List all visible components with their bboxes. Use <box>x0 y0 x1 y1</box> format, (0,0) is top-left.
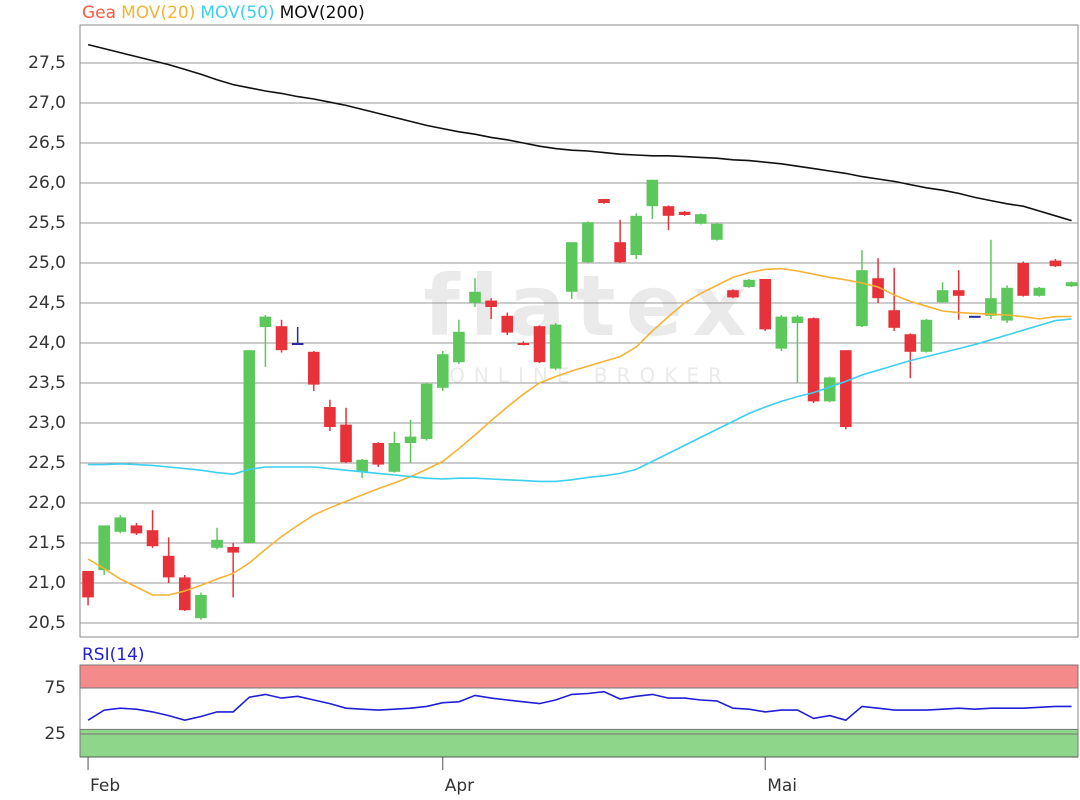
x-tick-label: Apr <box>445 776 474 796</box>
candle-body <box>614 242 626 263</box>
candle-body <box>807 318 820 402</box>
candle-body <box>195 595 207 619</box>
x-tick-label: Feb <box>90 776 120 796</box>
candle-body <box>598 199 610 203</box>
candle-body <box>840 350 852 427</box>
candle-body <box>920 319 933 352</box>
y-tick-label: 20,5 <box>28 613 66 633</box>
candle-body <box>453 331 465 363</box>
legend-entry: MOV(50) <box>200 3 274 23</box>
panel-label: RSI(14) <box>82 645 145 665</box>
y-tick-label: 23,0 <box>28 413 66 433</box>
series-line <box>87 267 1072 596</box>
y-tick-label: 25,0 <box>28 253 66 273</box>
candle-body <box>904 334 917 352</box>
candle-body <box>582 222 594 263</box>
candle-body <box>872 278 884 299</box>
candle-body <box>485 300 497 307</box>
candle-body <box>307 351 320 385</box>
legend-entry: MOV(20) <box>121 3 195 23</box>
candle-body <box>759 279 772 330</box>
candle-body <box>146 530 159 547</box>
candle-body <box>388 443 401 472</box>
y-tick-label: 75 <box>44 678 66 698</box>
y-tick-label: 26,5 <box>28 133 66 153</box>
candle-body <box>533 326 546 363</box>
candle-body <box>114 517 127 532</box>
candle-body <box>775 316 788 349</box>
y-tick-label: 25,5 <box>28 213 66 233</box>
y-tick-label: 24,0 <box>28 333 66 353</box>
series-line <box>87 43 1072 222</box>
candle-body <box>694 214 707 224</box>
y-tick-label: 27,5 <box>28 53 66 73</box>
candle-body <box>291 343 304 345</box>
candle-body <box>985 298 997 316</box>
candle-body <box>565 242 578 292</box>
candle-body <box>469 291 481 303</box>
candle-body <box>646 179 659 207</box>
candle-body <box>259 316 272 327</box>
candle-body <box>1049 260 1062 267</box>
candle-body <box>727 290 739 298</box>
legend-entry: MOV(200) <box>280 3 365 23</box>
y-tick-label: 23,5 <box>28 373 66 393</box>
candle-body <box>404 436 417 443</box>
series-line <box>87 690 1072 722</box>
candle-body <box>501 315 514 333</box>
y-tick-label: 21,0 <box>28 573 66 593</box>
candle-body <box>324 407 336 427</box>
candle-body <box>517 343 530 345</box>
candle-body <box>823 377 836 402</box>
candle-body <box>791 316 804 323</box>
candle-body <box>227 547 239 553</box>
candle-body <box>356 459 368 472</box>
candle-body <box>969 315 981 318</box>
y-tick-label: 25 <box>44 724 66 744</box>
watermark-logo: flatex <box>423 257 756 355</box>
candle-body <box>243 350 256 543</box>
y-tick-label: 24,5 <box>28 293 66 313</box>
watermark-tagline: ONLINE BROKER <box>449 364 731 388</box>
candle-body <box>678 211 691 215</box>
candle-body <box>856 270 868 327</box>
candle-body <box>340 424 352 463</box>
candle-body <box>711 223 723 240</box>
legend-entry: Gea <box>82 3 116 23</box>
candle-body <box>662 206 675 216</box>
candle-body <box>1033 287 1046 296</box>
y-tick-label: 21,5 <box>28 533 66 553</box>
candle-body <box>130 525 143 534</box>
candle-body <box>98 525 110 571</box>
y-tick-label: 22,0 <box>28 493 66 513</box>
candle-body <box>936 290 949 303</box>
y-tick-label: 27,0 <box>28 93 66 113</box>
candle-body <box>162 555 175 578</box>
candle-body <box>420 383 433 439</box>
candle-body <box>888 310 901 328</box>
band <box>79 664 1079 689</box>
candle-body <box>1065 282 1078 287</box>
candle-body <box>275 326 288 351</box>
y-tick-label: 22,5 <box>28 453 66 473</box>
candle-body <box>436 354 449 388</box>
candle-body <box>1001 287 1013 321</box>
candle-body <box>743 279 755 287</box>
candle-body <box>178 577 191 611</box>
candle-body <box>82 571 94 598</box>
candle-body <box>211 539 223 548</box>
candle-body <box>1017 263 1029 296</box>
candle-body <box>549 324 562 369</box>
x-tick-label: Mai <box>767 776 797 796</box>
series-line <box>88 318 1072 483</box>
y-tick-label: 26,0 <box>28 173 66 193</box>
candle-body <box>372 443 385 465</box>
candle-body <box>630 215 643 255</box>
candle-body <box>952 290 965 296</box>
